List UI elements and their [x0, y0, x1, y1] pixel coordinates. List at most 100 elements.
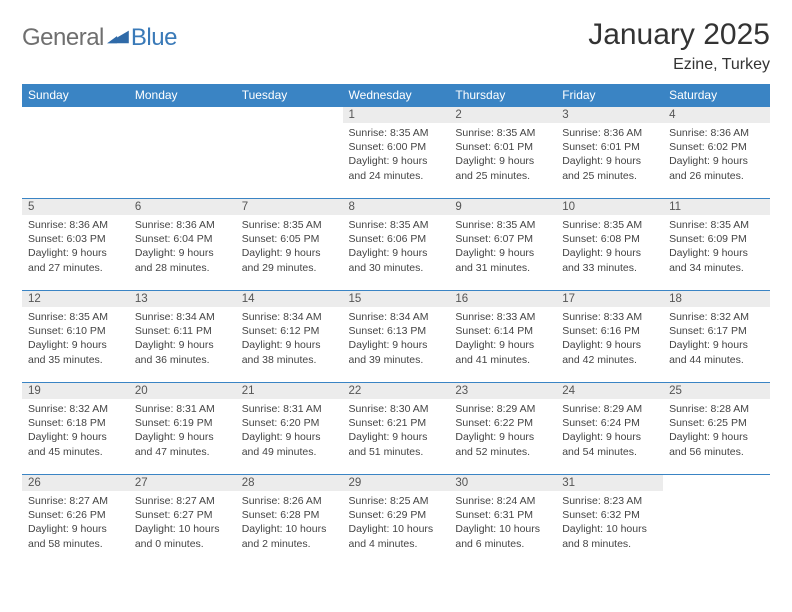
calendar-day-cell: 13Sunrise: 8:34 AMSunset: 6:11 PMDayligh…: [129, 291, 236, 383]
day-number: 13: [129, 291, 236, 307]
calendar-table: SundayMondayTuesdayWednesdayThursdayFrid…: [22, 84, 770, 567]
calendar-day-cell: 22Sunrise: 8:30 AMSunset: 6:21 PMDayligh…: [343, 383, 450, 475]
day-details: Sunrise: 8:35 AMSunset: 6:09 PMDaylight:…: [663, 215, 770, 279]
day-number: 11: [663, 199, 770, 215]
day-number: 17: [556, 291, 663, 307]
calendar-day-cell: 4Sunrise: 8:36 AMSunset: 6:02 PMDaylight…: [663, 107, 770, 199]
calendar-day-cell: 12Sunrise: 8:35 AMSunset: 6:10 PMDayligh…: [22, 291, 129, 383]
day-details: Sunrise: 8:27 AMSunset: 6:27 PMDaylight:…: [129, 491, 236, 555]
day-number: 29: [343, 475, 450, 491]
day-details: Sunrise: 8:28 AMSunset: 6:25 PMDaylight:…: [663, 399, 770, 463]
day-number: 28: [236, 475, 343, 491]
calendar-day-cell: 15Sunrise: 8:34 AMSunset: 6:13 PMDayligh…: [343, 291, 450, 383]
day-details: Sunrise: 8:36 AMSunset: 6:04 PMDaylight:…: [129, 215, 236, 279]
day-details: Sunrise: 8:34 AMSunset: 6:12 PMDaylight:…: [236, 307, 343, 371]
calendar-day-cell: 17Sunrise: 8:33 AMSunset: 6:16 PMDayligh…: [556, 291, 663, 383]
day-details: Sunrise: 8:32 AMSunset: 6:18 PMDaylight:…: [22, 399, 129, 463]
day-details: Sunrise: 8:34 AMSunset: 6:13 PMDaylight:…: [343, 307, 450, 371]
day-number: 20: [129, 383, 236, 399]
day-details: Sunrise: 8:33 AMSunset: 6:16 PMDaylight:…: [556, 307, 663, 371]
calendar-col-header: Saturday: [663, 84, 770, 107]
day-number: 22: [343, 383, 450, 399]
calendar-day-cell: 9Sunrise: 8:35 AMSunset: 6:07 PMDaylight…: [449, 199, 556, 291]
calendar-day-cell: 31Sunrise: 8:23 AMSunset: 6:32 PMDayligh…: [556, 475, 663, 567]
calendar-week-row: 5Sunrise: 8:36 AMSunset: 6:03 PMDaylight…: [22, 199, 770, 291]
day-details: Sunrise: 8:25 AMSunset: 6:29 PMDaylight:…: [343, 491, 450, 555]
calendar-col-header: Thursday: [449, 84, 556, 107]
day-number: 4: [663, 107, 770, 123]
calendar-day-cell: 6Sunrise: 8:36 AMSunset: 6:04 PMDaylight…: [129, 199, 236, 291]
day-details: Sunrise: 8:35 AMSunset: 6:07 PMDaylight:…: [449, 215, 556, 279]
calendar-day-cell: 1Sunrise: 8:35 AMSunset: 6:00 PMDaylight…: [343, 107, 450, 199]
calendar-day-cell: 28Sunrise: 8:26 AMSunset: 6:28 PMDayligh…: [236, 475, 343, 567]
brand-logo: General Blue: [22, 18, 177, 52]
title-block: January 2025 Ezine, Turkey: [588, 18, 770, 74]
day-number: 25: [663, 383, 770, 399]
day-number: 18: [663, 291, 770, 307]
day-number: 24: [556, 383, 663, 399]
day-number: 1: [343, 107, 450, 123]
day-details: Sunrise: 8:23 AMSunset: 6:32 PMDaylight:…: [556, 491, 663, 555]
day-details: Sunrise: 8:29 AMSunset: 6:24 PMDaylight:…: [556, 399, 663, 463]
calendar-day-cell: 23Sunrise: 8:29 AMSunset: 6:22 PMDayligh…: [449, 383, 556, 475]
day-details: Sunrise: 8:29 AMSunset: 6:22 PMDaylight:…: [449, 399, 556, 463]
calendar-day-cell: [129, 107, 236, 199]
location: Ezine, Turkey: [588, 56, 770, 74]
calendar-day-cell: [236, 107, 343, 199]
day-details: Sunrise: 8:36 AMSunset: 6:02 PMDaylight:…: [663, 123, 770, 187]
day-number: 23: [449, 383, 556, 399]
day-number: 3: [556, 107, 663, 123]
calendar-day-cell: 21Sunrise: 8:31 AMSunset: 6:20 PMDayligh…: [236, 383, 343, 475]
calendar-day-cell: 26Sunrise: 8:27 AMSunset: 6:26 PMDayligh…: [22, 475, 129, 567]
month-title: January 2025: [588, 18, 770, 52]
calendar-col-header: Sunday: [22, 84, 129, 107]
calendar-day-cell: 11Sunrise: 8:35 AMSunset: 6:09 PMDayligh…: [663, 199, 770, 291]
calendar-week-row: 19Sunrise: 8:32 AMSunset: 6:18 PMDayligh…: [22, 383, 770, 475]
day-number: 7: [236, 199, 343, 215]
day-details: Sunrise: 8:36 AMSunset: 6:03 PMDaylight:…: [22, 215, 129, 279]
calendar-day-cell: 3Sunrise: 8:36 AMSunset: 6:01 PMDaylight…: [556, 107, 663, 199]
calendar-body: 1Sunrise: 8:35 AMSunset: 6:00 PMDaylight…: [22, 107, 770, 567]
day-details: Sunrise: 8:30 AMSunset: 6:21 PMDaylight:…: [343, 399, 450, 463]
calendar-day-cell: 2Sunrise: 8:35 AMSunset: 6:01 PMDaylight…: [449, 107, 556, 199]
calendar-col-header: Tuesday: [236, 84, 343, 107]
day-details: Sunrise: 8:35 AMSunset: 6:10 PMDaylight:…: [22, 307, 129, 371]
day-number: 21: [236, 383, 343, 399]
day-number: 30: [449, 475, 556, 491]
day-number: 10: [556, 199, 663, 215]
day-number: 16: [449, 291, 556, 307]
day-details: Sunrise: 8:35 AMSunset: 6:05 PMDaylight:…: [236, 215, 343, 279]
day-details: Sunrise: 8:24 AMSunset: 6:31 PMDaylight:…: [449, 491, 556, 555]
calendar-col-header: Friday: [556, 84, 663, 107]
calendar-day-cell: [22, 107, 129, 199]
day-number: 5: [22, 199, 129, 215]
brand-text-general: General: [22, 24, 104, 52]
calendar-col-header: Monday: [129, 84, 236, 107]
calendar-day-cell: 29Sunrise: 8:25 AMSunset: 6:29 PMDayligh…: [343, 475, 450, 567]
calendar-day-cell: 20Sunrise: 8:31 AMSunset: 6:19 PMDayligh…: [129, 383, 236, 475]
calendar-day-cell: 5Sunrise: 8:36 AMSunset: 6:03 PMDaylight…: [22, 199, 129, 291]
day-number: 15: [343, 291, 450, 307]
day-number: 19: [22, 383, 129, 399]
calendar-day-cell: 30Sunrise: 8:24 AMSunset: 6:31 PMDayligh…: [449, 475, 556, 567]
calendar-day-cell: 27Sunrise: 8:27 AMSunset: 6:27 PMDayligh…: [129, 475, 236, 567]
day-details: Sunrise: 8:27 AMSunset: 6:26 PMDaylight:…: [22, 491, 129, 555]
calendar-day-cell: 14Sunrise: 8:34 AMSunset: 6:12 PMDayligh…: [236, 291, 343, 383]
day-number: 27: [129, 475, 236, 491]
calendar-day-cell: [663, 475, 770, 567]
brand-text-blue: Blue: [131, 24, 177, 52]
day-number: 26: [22, 475, 129, 491]
calendar-day-cell: 19Sunrise: 8:32 AMSunset: 6:18 PMDayligh…: [22, 383, 129, 475]
day-details: Sunrise: 8:33 AMSunset: 6:14 PMDaylight:…: [449, 307, 556, 371]
calendar-day-cell: 16Sunrise: 8:33 AMSunset: 6:14 PMDayligh…: [449, 291, 556, 383]
day-details: Sunrise: 8:35 AMSunset: 6:06 PMDaylight:…: [343, 215, 450, 279]
header: General Blue January 2025 Ezine, Turkey: [22, 18, 770, 74]
calendar-week-row: 26Sunrise: 8:27 AMSunset: 6:26 PMDayligh…: [22, 475, 770, 567]
day-number: 2: [449, 107, 556, 123]
calendar-day-cell: 25Sunrise: 8:28 AMSunset: 6:25 PMDayligh…: [663, 383, 770, 475]
day-details: Sunrise: 8:34 AMSunset: 6:11 PMDaylight:…: [129, 307, 236, 371]
day-details: Sunrise: 8:36 AMSunset: 6:01 PMDaylight:…: [556, 123, 663, 187]
day-number: 14: [236, 291, 343, 307]
calendar-day-cell: 24Sunrise: 8:29 AMSunset: 6:24 PMDayligh…: [556, 383, 663, 475]
day-details: Sunrise: 8:31 AMSunset: 6:19 PMDaylight:…: [129, 399, 236, 463]
